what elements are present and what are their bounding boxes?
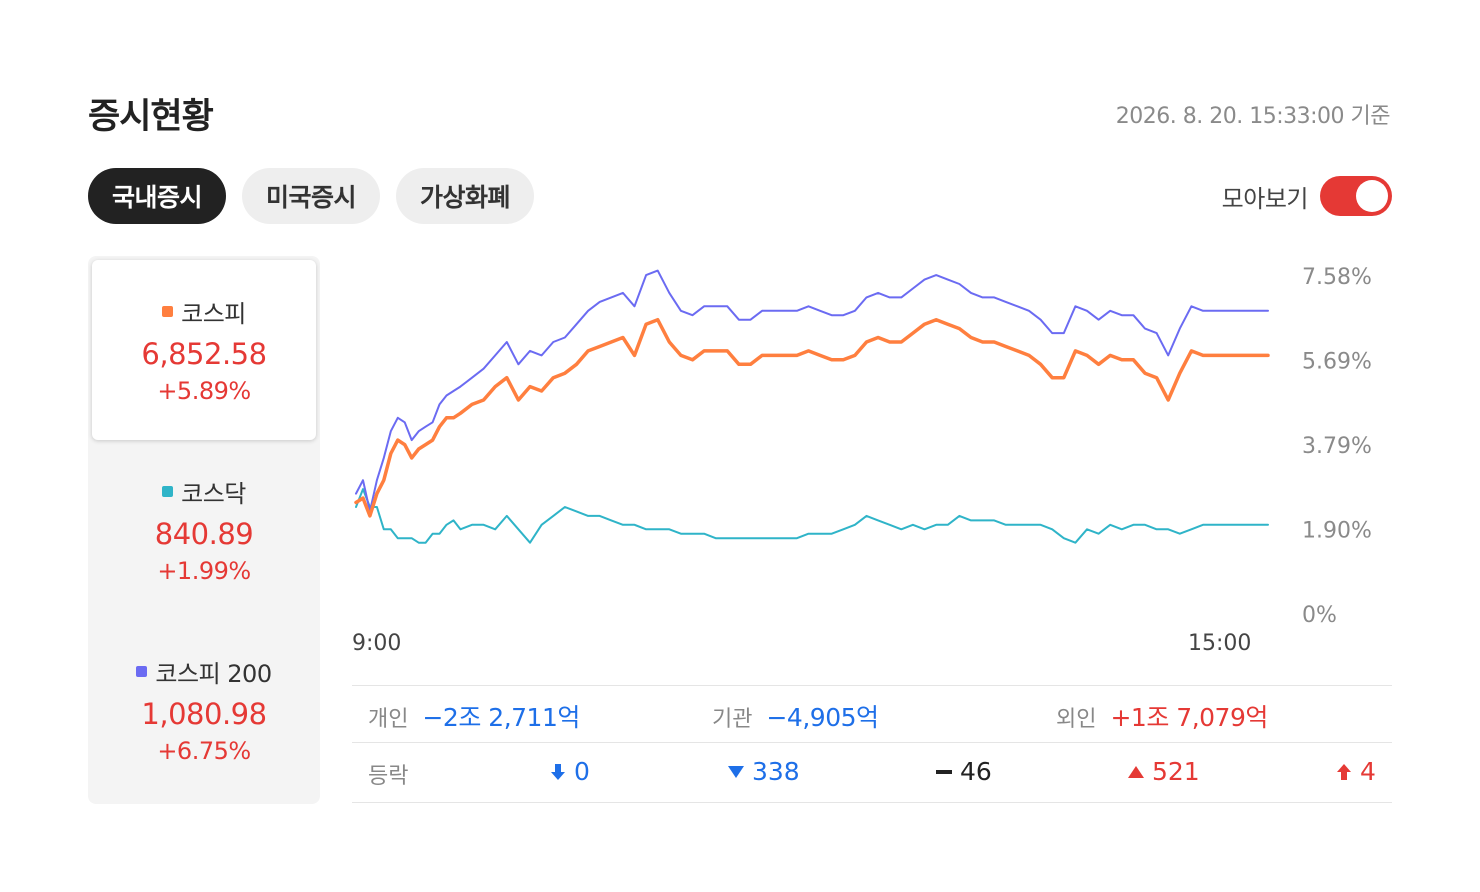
timestamp: 2026. 8. 20. 15:33:00 기준 bbox=[1115, 104, 1391, 129]
kospi200-legend-dot-icon bbox=[136, 666, 148, 677]
index-chart[interactable]: 7.58% 5.69% 3.79% 1.90% 0% 9:00 15:00 bbox=[350, 258, 1392, 658]
y-tick-label: 1.90% bbox=[1302, 519, 1372, 544]
investor-value: −4,905억 bbox=[766, 703, 879, 732]
tab-domestic[interactable]: 국내증시 bbox=[88, 168, 227, 224]
limit-up-arrow-icon bbox=[1337, 763, 1351, 780]
index-change: +6.75% bbox=[157, 737, 251, 765]
market-tabs: 국내증시 미국증시 가상화폐 bbox=[88, 168, 535, 224]
investor-flow-row: 개인 −2조 2,711억 기관 −4,905억 외인 +1조 7,079억 bbox=[352, 685, 1392, 743]
limit-down-count: 0 bbox=[550, 757, 590, 786]
page-title: 증시현황 bbox=[88, 97, 214, 137]
index-name-row: 코스피 200 bbox=[88, 654, 320, 689]
x-tick-label: 15:00 bbox=[1188, 631, 1251, 656]
index-card-kospi[interactable]: 코스피 6,852.58 +5.89% bbox=[92, 260, 316, 440]
index-list: 코스피 6,852.58 +5.89% 코스닥 840.89 +1.99% 코스… bbox=[88, 256, 320, 804]
index-value: 6,852.58 bbox=[141, 337, 267, 371]
limit-up-count: 4 bbox=[1336, 757, 1376, 786]
index-value: 840.89 bbox=[154, 517, 254, 551]
investor-label: 개인 bbox=[368, 707, 409, 732]
index-change: +1.99% bbox=[157, 557, 251, 585]
advance-decline-row: 등락 0 338 46 521 4 bbox=[352, 743, 1392, 803]
count-value: 4 bbox=[1360, 757, 1376, 786]
up-triangle-icon bbox=[1128, 765, 1144, 778]
index-name-row: 코스피 bbox=[92, 294, 316, 329]
index-card-kospi200[interactable]: 코스피 200 1,080.98 +6.75% bbox=[88, 620, 320, 800]
index-value: 1,080.98 bbox=[141, 697, 267, 731]
toggle-knob bbox=[1356, 180, 1388, 212]
x-tick-label: 9:00 bbox=[352, 631, 401, 656]
tab-us[interactable]: 미국증시 bbox=[242, 168, 381, 224]
y-tick-label: 3.79% bbox=[1302, 434, 1372, 459]
flat-dash-icon bbox=[936, 769, 952, 774]
tab-crypto[interactable]: 가상화폐 bbox=[396, 168, 535, 224]
unchanged-count: 46 bbox=[936, 757, 992, 786]
count-value: 46 bbox=[960, 757, 992, 786]
y-tick-label: 7.58% bbox=[1302, 265, 1372, 290]
investor-value: +1조 7,079억 bbox=[1110, 703, 1268, 732]
count-value: 338 bbox=[752, 757, 800, 786]
index-change: +5.89% bbox=[157, 377, 251, 405]
kospi-line bbox=[354, 317, 1270, 518]
advance-decline-label: 등락 bbox=[368, 764, 409, 789]
index-name-row: 코스닥 bbox=[88, 474, 320, 509]
count-value: 0 bbox=[574, 757, 590, 786]
investor-value: −2조 2,711억 bbox=[422, 703, 580, 732]
index-card-kosdaq[interactable]: 코스닥 840.89 +1.99% bbox=[88, 440, 320, 620]
down-triangle-icon bbox=[728, 765, 744, 778]
advance-count: 521 bbox=[1128, 757, 1200, 786]
kospi-legend-dot-icon bbox=[162, 306, 174, 317]
decline-count: 338 bbox=[728, 757, 800, 786]
kosdaq-line bbox=[355, 488, 1269, 544]
overview-toggle[interactable] bbox=[1320, 176, 1392, 216]
chart-svg: 7.58% 5.69% 3.79% 1.90% 0% 9:00 15:00 bbox=[352, 265, 1372, 656]
index-name: 코스피 bbox=[181, 300, 246, 328]
investor-institution: 기관 −4,905억 bbox=[712, 698, 879, 734]
y-tick-label: 0% bbox=[1302, 603, 1337, 628]
investor-individual: 개인 −2조 2,711억 bbox=[368, 698, 580, 734]
investor-foreign: 외인 +1조 7,079억 bbox=[1056, 698, 1268, 734]
limit-down-arrow-icon bbox=[551, 763, 565, 780]
investor-label: 기관 bbox=[712, 707, 753, 732]
investor-label: 외인 bbox=[1056, 707, 1097, 732]
overview-toggle-wrap: 모아보기 bbox=[1222, 176, 1392, 216]
index-name: 코스피 200 bbox=[155, 660, 272, 688]
y-tick-label: 5.69% bbox=[1302, 350, 1372, 375]
count-value: 521 bbox=[1152, 757, 1200, 786]
overview-toggle-label: 모아보기 bbox=[1221, 184, 1309, 213]
kospi200-line bbox=[355, 269, 1269, 513]
index-name: 코스닥 bbox=[181, 480, 246, 508]
kosdaq-legend-dot-icon bbox=[162, 486, 174, 497]
